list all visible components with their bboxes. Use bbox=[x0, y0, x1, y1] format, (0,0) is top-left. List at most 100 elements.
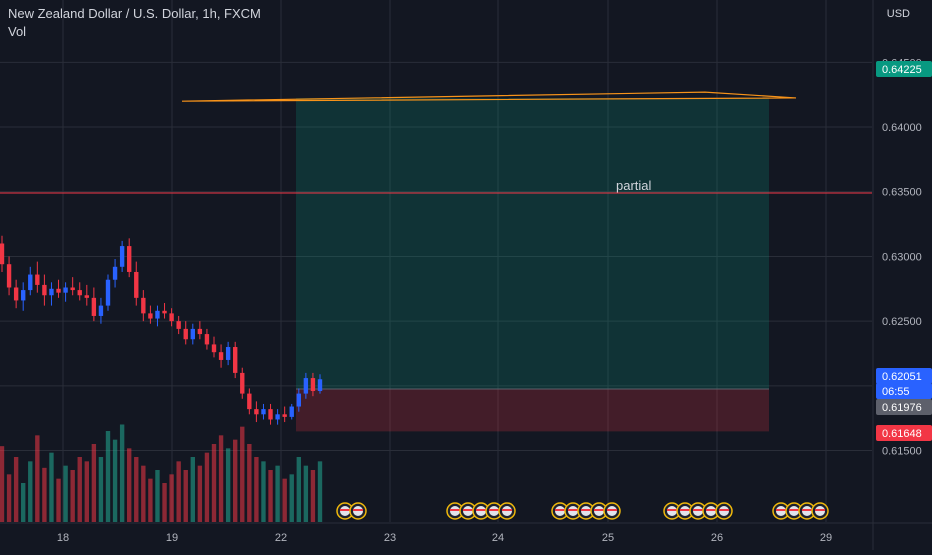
event-flag-icon[interactable] bbox=[577, 502, 595, 520]
volume-bar bbox=[119, 424, 125, 522]
volume-bar bbox=[296, 457, 301, 522]
volume-bar bbox=[303, 465, 309, 522]
candle-body bbox=[289, 406, 294, 417]
candle-body bbox=[218, 352, 224, 360]
volume-bar bbox=[84, 461, 89, 522]
event-flag-icon[interactable] bbox=[676, 502, 694, 520]
candle-body bbox=[310, 378, 316, 392]
target-zone[interactable] bbox=[296, 97, 769, 389]
event-flag-stripe bbox=[706, 509, 716, 511]
candle-body bbox=[56, 288, 61, 293]
volume-bar bbox=[70, 470, 75, 522]
volume-bar bbox=[28, 461, 33, 522]
symbol-title[interactable]: New Zealand Dollar / U.S. Dollar, 1h, FX… bbox=[8, 6, 261, 21]
event-flag-icon[interactable] bbox=[472, 502, 490, 520]
event-flag-stripe bbox=[693, 509, 703, 511]
x-tick-label: 24 bbox=[492, 532, 504, 544]
volume-bar bbox=[183, 470, 188, 522]
volume-indicator-label[interactable]: Vol bbox=[8, 24, 27, 39]
event-flag-stripe bbox=[719, 509, 729, 511]
event-flag-stripe bbox=[607, 509, 617, 511]
economic-events[interactable] bbox=[336, 502, 829, 520]
event-flag-icon[interactable] bbox=[446, 502, 464, 520]
candle-body bbox=[63, 287, 68, 293]
candle-body bbox=[134, 271, 139, 298]
event-flag-icon[interactable] bbox=[603, 502, 621, 520]
candle-body bbox=[155, 310, 160, 319]
candle-body bbox=[91, 297, 97, 316]
volume-bar bbox=[112, 439, 118, 522]
event-flag-icon[interactable] bbox=[689, 502, 707, 520]
y-tick-label: 0.61500 bbox=[882, 446, 922, 458]
volume-bar bbox=[6, 474, 12, 522]
volume-bars bbox=[0, 424, 323, 522]
candle-body bbox=[35, 274, 40, 285]
event-flag-icon[interactable] bbox=[811, 502, 829, 520]
volume-bar bbox=[254, 457, 259, 522]
price-label-box bbox=[876, 383, 932, 399]
volume-bar bbox=[77, 457, 82, 522]
trendline[interactable] bbox=[181, 91, 797, 102]
event-flag-icon[interactable] bbox=[459, 502, 477, 520]
event-flag-icon[interactable] bbox=[551, 502, 569, 520]
event-flag-stripe bbox=[476, 509, 486, 511]
candle-body bbox=[98, 305, 104, 316]
volume-bar bbox=[169, 474, 174, 522]
volume-bar bbox=[310, 470, 316, 522]
candle-body bbox=[190, 328, 195, 340]
candle-body bbox=[296, 393, 301, 407]
volume-bar bbox=[127, 448, 132, 522]
event-flag-stripe bbox=[568, 509, 578, 511]
candle-body bbox=[275, 414, 280, 420]
event-flag-stripe bbox=[594, 509, 604, 511]
candle-body bbox=[317, 379, 323, 392]
volume-bar bbox=[13, 457, 19, 522]
x-tick-label: 19 bbox=[166, 532, 178, 544]
position-tool[interactable] bbox=[296, 97, 769, 432]
price-label-box bbox=[876, 399, 932, 415]
candle-body bbox=[254, 409, 259, 415]
volume-bar bbox=[204, 452, 210, 522]
volume-bar bbox=[63, 465, 68, 522]
event-flag-icon[interactable] bbox=[715, 502, 733, 520]
candle-body bbox=[13, 287, 19, 301]
y-tick-label: 0.63500 bbox=[882, 187, 922, 199]
volume-bar bbox=[190, 457, 195, 522]
volume-bar bbox=[98, 457, 104, 522]
volume-bar bbox=[134, 457, 139, 522]
price-label-box bbox=[876, 368, 932, 384]
event-flag-stripe bbox=[581, 509, 591, 511]
event-flag-stripe bbox=[802, 509, 812, 511]
event-flag-stripe bbox=[502, 509, 512, 511]
event-flag-icon[interactable] bbox=[564, 502, 582, 520]
volume-bar bbox=[197, 465, 203, 522]
event-flag-stripe bbox=[680, 509, 690, 511]
volume-bar bbox=[247, 444, 252, 522]
event-flag-stripe bbox=[776, 509, 786, 511]
event-flag-stripe bbox=[789, 509, 799, 511]
price-label: 0.61976 bbox=[882, 402, 922, 414]
stop-zone[interactable] bbox=[296, 388, 769, 432]
candle-body bbox=[84, 295, 89, 298]
price-label: 0.64225 bbox=[882, 64, 922, 76]
volume-bar bbox=[148, 478, 153, 522]
event-flag-icon[interactable] bbox=[349, 502, 367, 520]
x-tick-label: 23 bbox=[384, 532, 396, 544]
candle-body bbox=[233, 347, 238, 373]
candle-body bbox=[105, 279, 111, 306]
candle-body bbox=[119, 246, 125, 267]
event-flag-icon[interactable] bbox=[798, 502, 816, 520]
event-flag-icon[interactable] bbox=[498, 502, 516, 520]
x-tick-label: 18 bbox=[57, 532, 69, 544]
candle-body bbox=[21, 290, 26, 301]
volume-bar bbox=[105, 431, 111, 522]
candle-body bbox=[211, 344, 217, 353]
volume-bar bbox=[155, 470, 160, 522]
drawings[interactable]: partial bbox=[0, 91, 872, 194]
event-flag-stripe bbox=[463, 509, 473, 511]
price-label: 0.61648 bbox=[882, 428, 922, 440]
